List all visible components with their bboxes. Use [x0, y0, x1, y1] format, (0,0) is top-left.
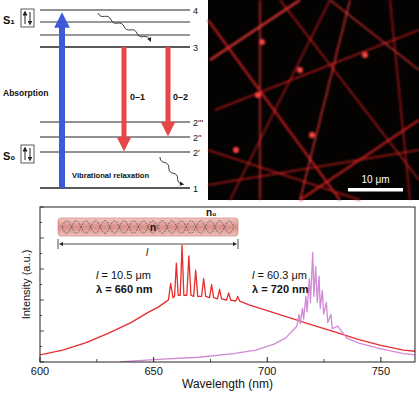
fiber	[390, 0, 410, 200]
inset: n₀ n l	[58, 207, 238, 258]
y-axis-label: Intensity (a.u.)	[20, 250, 32, 320]
length-arrow	[61, 244, 235, 245]
relaxation-arrow	[160, 157, 182, 184]
x-tick	[153, 357, 154, 362]
x-tick-label: 650	[144, 365, 162, 377]
annotation: λ = 660 nm	[96, 283, 153, 295]
fiber-end	[259, 39, 265, 45]
level-label: 2'	[193, 148, 200, 158]
level-label: 2'''	[193, 118, 203, 128]
annotation: λ = 720 nm	[252, 283, 309, 295]
transition-label: 0–2	[173, 92, 188, 102]
relaxation-label: Vibrational relaxation	[72, 171, 149, 180]
x-minor-tick	[210, 359, 211, 362]
micrograph: 10 μm	[208, 0, 419, 200]
state-label: S₁	[3, 14, 15, 26]
y-tick	[40, 269, 44, 270]
fiber	[230, 0, 330, 200]
fiber-end	[309, 132, 315, 138]
emission-arrow	[122, 47, 127, 144]
x-tick-label: 700	[258, 365, 276, 377]
fiber	[208, 20, 340, 200]
y-tick	[40, 300, 44, 301]
inset-label: l	[146, 247, 149, 258]
x-minor-tick	[324, 359, 325, 362]
length-bar	[238, 239, 239, 249]
state-label: S₀	[3, 150, 15, 162]
spectrum-line	[40, 245, 415, 355]
transition-label: 0–1	[130, 92, 145, 102]
y-tick	[40, 315, 42, 316]
inset-label: n	[150, 222, 156, 233]
fiber	[208, 150, 419, 185]
spin-arrow	[30, 148, 31, 159]
fiber-end	[362, 52, 368, 58]
fiber-tube	[58, 218, 238, 236]
y-tick	[40, 346, 42, 347]
ray-path	[62, 221, 234, 233]
energy-diagram: 4 3 2''' 2'' 2' 1 S₁ S₀ Absorption 0–1 0–2 Vibratio…	[3, 6, 203, 194]
length-bar	[58, 239, 59, 249]
x-tick-label: 600	[31, 365, 49, 377]
fiber	[300, 0, 350, 200]
fiber-end	[297, 67, 303, 73]
spin-box	[21, 145, 34, 163]
y-tick	[40, 253, 42, 254]
y-tick	[40, 207, 44, 208]
fiber	[259, 0, 260, 200]
micrograph-background	[208, 0, 419, 200]
annotation: l = 10.5 μm	[96, 269, 151, 281]
spin-arrow	[25, 149, 26, 160]
absorption-arrow	[59, 20, 65, 188]
scale-bar	[348, 188, 403, 192]
fiber-end	[233, 147, 239, 153]
x-tick	[380, 357, 381, 362]
y-tick	[40, 331, 44, 332]
spin-arrow	[25, 13, 26, 24]
absorption-label: Absorption	[3, 88, 48, 98]
y-tick	[40, 284, 42, 285]
series-group	[40, 245, 415, 362]
x-axis-label: Wavelength (nm)	[182, 377, 273, 391]
ray-path	[62, 221, 234, 233]
level-line	[40, 10, 190, 11]
figure: 4 3 2''' 2'' 2' 1 S₁ S₀ Absorption 0–1 0–2 Vibratio…	[0, 0, 419, 394]
spectrum-line	[120, 252, 415, 362]
fiber	[208, 150, 360, 200]
x-tick-label: 750	[372, 365, 390, 377]
fiber	[330, 0, 419, 70]
spectrum-chart: n₀ n l 600 650 700 750 Wavelength (nm) Intensity…	[20, 207, 415, 391]
level-label: 3	[193, 43, 198, 53]
spin-arrow	[30, 12, 31, 23]
level-label: 4	[193, 6, 198, 16]
spin-box	[21, 9, 34, 27]
y-tick	[40, 362, 44, 363]
annotation: l = 60.3 μm	[252, 269, 307, 281]
x-tick	[40, 357, 41, 362]
fibers	[208, 0, 419, 200]
x-tick	[267, 357, 268, 362]
emission-arrow	[166, 47, 171, 129]
level-label: 2''	[193, 133, 202, 143]
relaxation-arrow	[98, 13, 150, 40]
plot-frame	[40, 207, 415, 362]
x-minor-tick	[96, 359, 97, 362]
y-tick	[40, 222, 42, 223]
y-tick	[40, 238, 44, 239]
fiber-end	[255, 92, 261, 98]
inset-label: n₀	[206, 207, 217, 218]
scale-bar-label: 10 μm	[362, 174, 390, 185]
level-label: 1	[193, 184, 198, 194]
